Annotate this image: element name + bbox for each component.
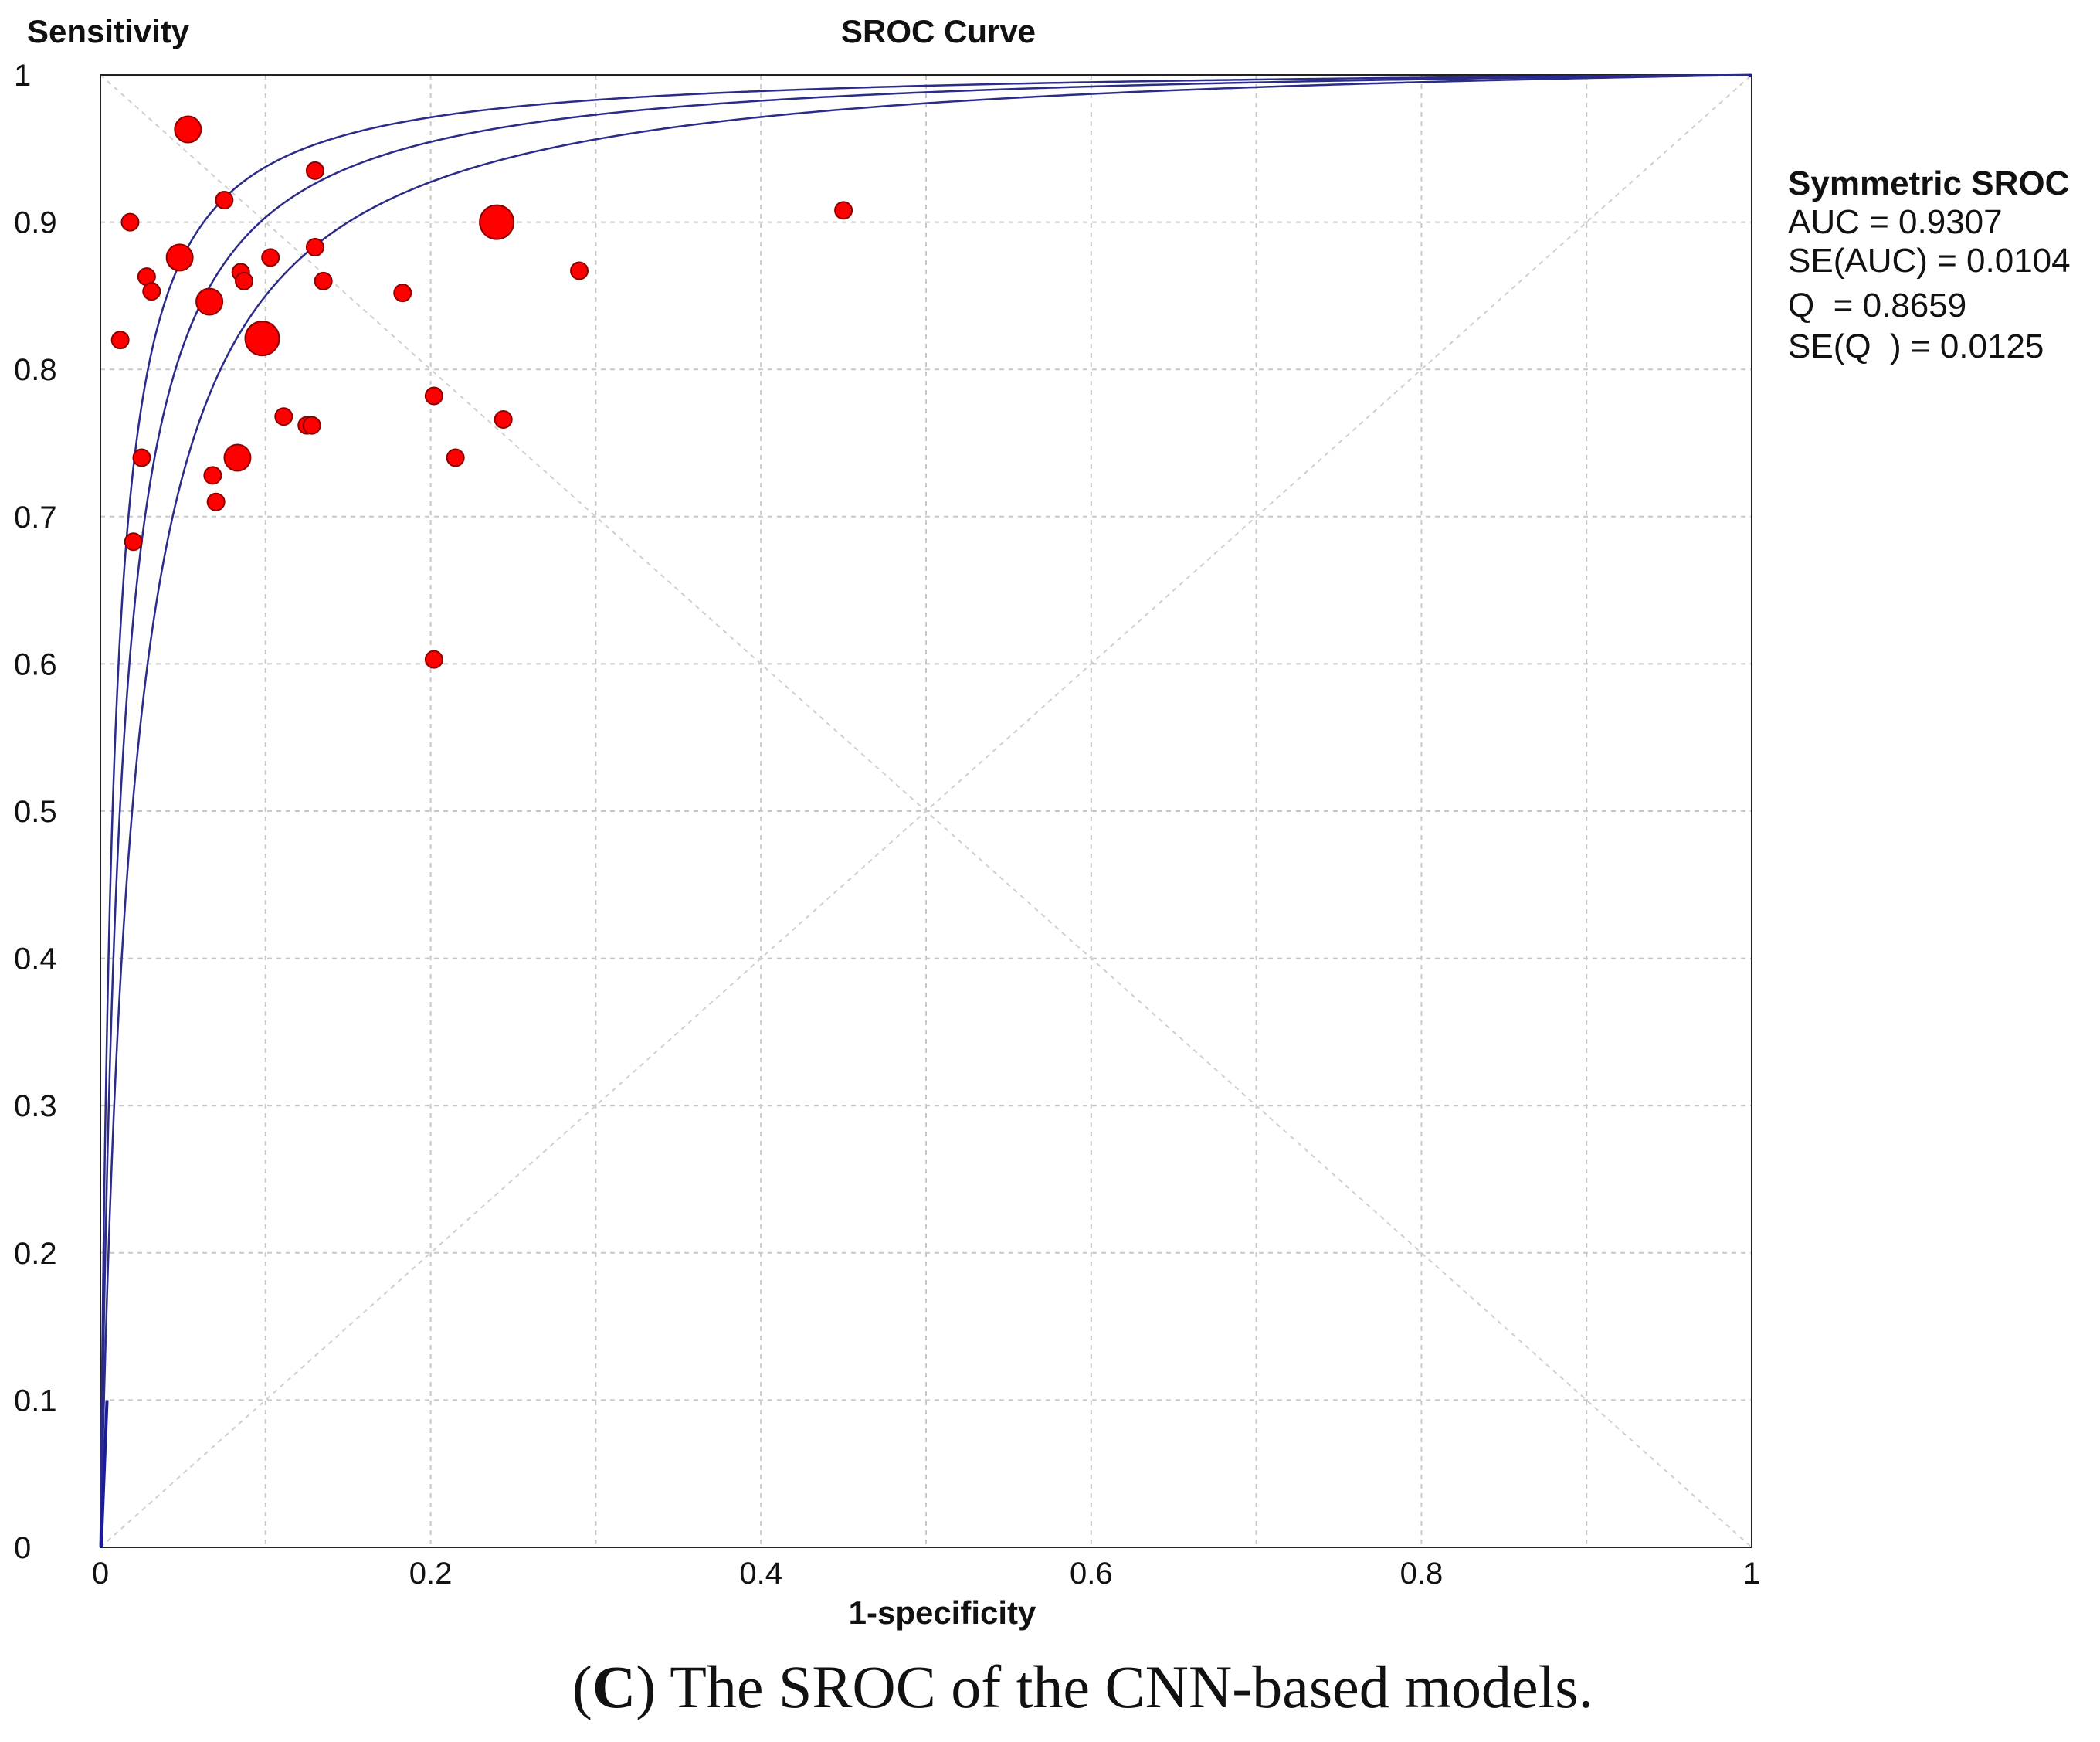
x-tick-label: 0.4 [739,1557,782,1591]
study-point [479,204,515,240]
y-axis-label: Sensitivity [27,13,190,49]
x-tick-label: 0.2 [409,1557,453,1591]
study-point [235,271,254,290]
legend-se-auc: SE(AUC) = 0.0104 [1788,242,2071,280]
y-tick-label: 0 [14,1531,31,1565]
study-point [393,284,412,303]
y-tick-label: 0.9 [14,206,57,240]
study-points [110,115,853,669]
study-point [261,248,280,267]
caption-letter: C [592,1653,636,1720]
plot-frame [100,74,1752,1548]
study-point [142,282,161,301]
study-point [424,650,443,669]
study-point [446,448,465,467]
y-tick-labels: 0 0.1 0.2 0.3 0.4 0.5 0.6 0.7 0.8 0.9 1 [14,59,57,1565]
x-tick-label: 0 [92,1557,109,1591]
legend-auc: AUC = 0.9307 [1788,203,2003,241]
diagonals [100,74,1752,1548]
study-point [274,407,293,426]
legend-se-q: SE(Q ) = 0.0125 [1788,328,2044,365]
study-point [223,443,252,472]
x-tick-label: 0.8 [1400,1557,1444,1591]
study-point [120,212,140,232]
study-point [302,416,321,435]
figure-caption: (C) The SROC of the CNN-based models. [572,1653,1593,1720]
study-point [834,201,853,220]
sroc-origin-segment [100,1400,109,1548]
study-point [494,410,513,430]
grid [100,75,1752,1547]
study-point [110,331,130,350]
y-tick-label: 0.3 [14,1089,57,1123]
x-tick-labels: 0 0.2 0.4 0.6 0.8 1 [92,1557,1760,1591]
y-tick-label: 0.6 [14,647,57,681]
study-point [132,448,151,467]
legend-title: Symmetric SROC [1788,165,2069,202]
chart-title: SROC Curve [841,13,1036,49]
y-tick-label: 0.8 [14,353,57,387]
study-point [174,115,202,144]
x-tick-label: 0.6 [1070,1557,1113,1591]
study-point [305,238,324,257]
y-tick-label: 0.7 [14,501,57,535]
stats-legend: Symmetric SROC AUC = 0.9307 SE(AUC) = 0.… [1788,165,2071,365]
caption-text: ) The SROC of the CNN-based models. [636,1653,1593,1720]
legend-q: Q = 0.8659 [1788,287,1966,324]
x-tick-label: 1 [1743,1557,1760,1591]
y-tick-label: 0.2 [14,1237,57,1271]
study-point [215,191,234,210]
study-point [195,287,224,316]
study-point [305,161,324,180]
study-point [165,243,194,272]
study-point [314,271,333,290]
y-tick-label: 1 [14,59,31,93]
study-point [424,386,443,406]
y-tick-label: 0.5 [14,795,57,829]
study-point [124,532,143,552]
sroc-curve-line [99,73,1752,1547]
x-axis-label: 1-specificity [849,1594,1036,1631]
y-tick-label: 0.4 [14,942,57,976]
study-point [244,321,280,357]
study-point [206,492,226,511]
study-point [570,261,589,280]
sroc-curve-line [99,73,1752,1547]
y-tick-label: 0.1 [14,1384,57,1418]
caption-open-paren: ( [572,1653,592,1720]
study-point [203,466,222,485]
q-diagonal [100,74,1752,1548]
